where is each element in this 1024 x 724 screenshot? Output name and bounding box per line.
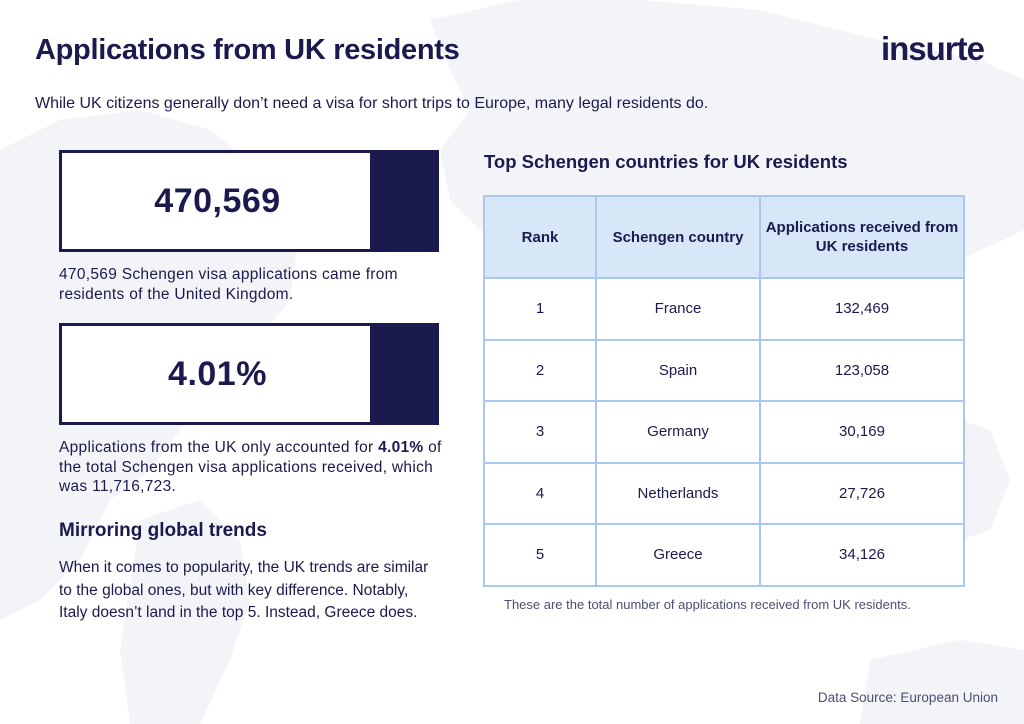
cell-applications: 123,058	[759, 338, 965, 402]
stat-description-share-before: Applications from the UK only accounted …	[59, 439, 379, 456]
cell-rank: 4	[483, 461, 597, 525]
stat-card-accent-bar	[370, 153, 436, 249]
trends-heading: Mirroring global trends	[59, 520, 267, 541]
table-title: Top Schengen countries for UK residents	[484, 151, 848, 172]
cell-rank: 3	[483, 400, 597, 464]
cell-country: France	[595, 277, 761, 341]
cell-applications: 27,726	[759, 461, 965, 525]
table-row: 3 Germany 30,169	[483, 400, 965, 464]
stat-description-applications: 470,569 Schengen visa applications came …	[59, 266, 398, 303]
stat-value-share: 4.01%	[168, 354, 267, 393]
cell-country: Greece	[595, 523, 761, 587]
cell-applications: 30,169	[759, 400, 965, 464]
table-row: 5 Greece 34,126	[483, 523, 965, 587]
stat-card-applications: 470,569	[59, 150, 439, 252]
table-row: 2 Spain 123,058	[483, 338, 965, 402]
cell-rank: 5	[483, 523, 597, 587]
table-row: 4 Netherlands 27,726	[483, 461, 965, 525]
table-note: These are the total number of applicatio…	[504, 597, 911, 612]
header-country: Schengen country	[595, 195, 761, 279]
stat-value-applications: 470,569	[154, 181, 281, 220]
table-row: 1 France 132,469	[483, 277, 965, 341]
header-applications: Applications received from UK residents	[759, 195, 965, 279]
schengen-countries-table: Rank Schengen country Applications recei…	[483, 195, 965, 587]
stat-card-accent-bar	[370, 326, 436, 422]
stat-description-share: Applications from the UK only accounted …	[59, 438, 449, 497]
table-header-row: Rank Schengen country Applications recei…	[483, 195, 965, 279]
page-subtitle: While UK citizens generally don’t need a…	[35, 95, 709, 112]
insurte-logo: insurte	[880, 30, 985, 67]
cell-applications: 132,469	[759, 277, 965, 341]
trends-text: When it comes to popularity, the UK tren…	[59, 559, 429, 621]
cell-country: Netherlands	[595, 461, 761, 525]
cell-country: Spain	[595, 338, 761, 402]
cell-rank: 1	[483, 277, 597, 341]
cell-country: Germany	[595, 400, 761, 464]
data-source: Data Source: European Union	[817, 690, 998, 705]
stat-description-share-after: of the total Schengen visa applications …	[59, 439, 442, 495]
cell-applications: 34,126	[759, 523, 965, 587]
page-title: Applications from UK residents	[35, 34, 460, 66]
cell-rank: 2	[483, 338, 597, 402]
stat-card-share: 4.01%	[59, 323, 439, 425]
stat-description-share-bold: 4.01%	[378, 439, 424, 456]
header-rank: Rank	[483, 195, 597, 279]
